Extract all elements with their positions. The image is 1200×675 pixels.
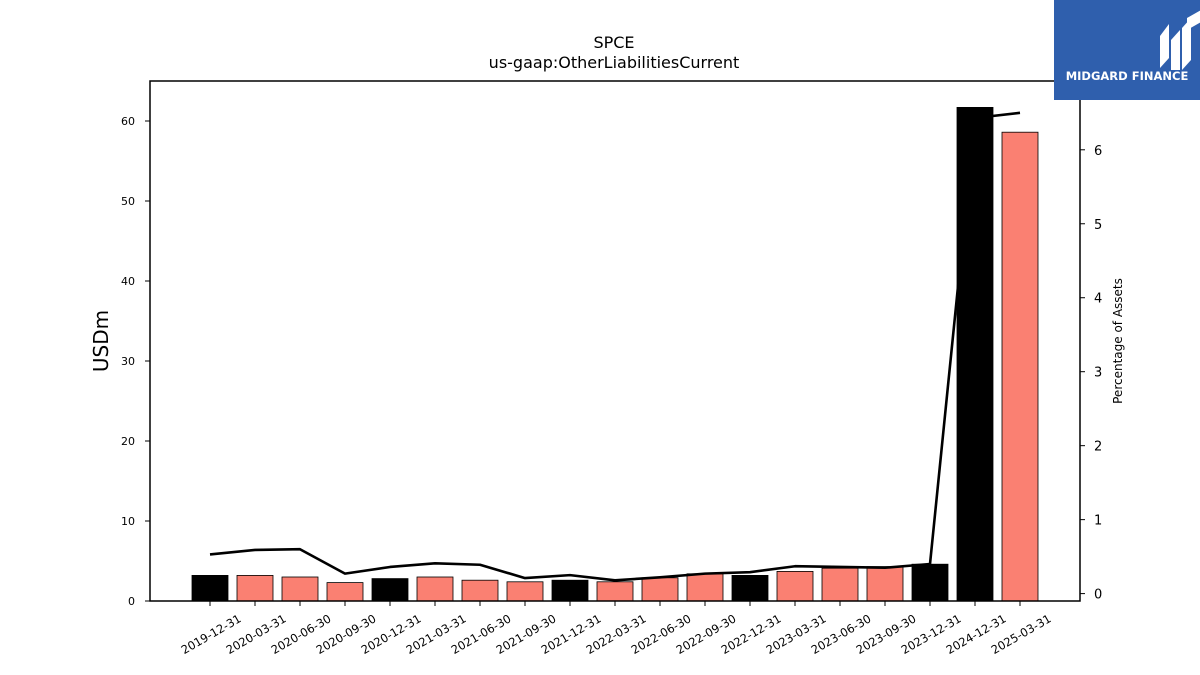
logo-text: MIDGARD FINANCE xyxy=(1065,69,1189,83)
bar xyxy=(866,566,904,602)
bar xyxy=(1001,131,1039,602)
y-tick-label: 60 xyxy=(121,115,135,128)
y2-tick-label: 0 xyxy=(1094,588,1102,603)
bar xyxy=(236,575,274,602)
bar xyxy=(596,581,634,602)
y-tick-label: 50 xyxy=(121,195,135,208)
bar xyxy=(551,579,589,602)
y-axis-label: USDm xyxy=(89,310,113,372)
y2-tick-label: 5 xyxy=(1094,218,1102,233)
bar xyxy=(416,576,454,602)
bar xyxy=(911,563,949,602)
bar xyxy=(326,582,364,602)
bar xyxy=(371,578,409,602)
bar xyxy=(686,573,724,602)
bar xyxy=(776,571,814,602)
plot-frame xyxy=(149,80,1081,602)
plot-area: 010203040506001234562019-12-312020-03-31… xyxy=(121,80,1102,657)
bar xyxy=(821,567,859,602)
y-tick-label: 40 xyxy=(121,275,135,288)
y2-tick-label: 3 xyxy=(1094,366,1102,381)
y2-tick-label: 6 xyxy=(1094,144,1102,159)
y2-axis-label: Percentage of Assets xyxy=(1111,278,1125,404)
y-tick-label: 30 xyxy=(121,355,135,368)
y-tick-label: 20 xyxy=(121,435,135,448)
percentage-line xyxy=(209,111,1021,582)
bar xyxy=(281,576,319,602)
bar xyxy=(506,581,544,602)
y2-tick-label: 1 xyxy=(1094,514,1102,529)
y2-tick-label: 2 xyxy=(1094,440,1102,455)
chart-title: SPCE xyxy=(593,33,634,52)
bar xyxy=(191,575,229,602)
bar xyxy=(641,577,679,602)
midgard-m-icon xyxy=(1160,10,1200,70)
chart-subtitle: us-gaap:OtherLiabilitiesCurrent xyxy=(489,53,740,72)
bar xyxy=(731,575,769,602)
y-tick-label: 10 xyxy=(121,515,135,528)
y-tick-label: 0 xyxy=(128,595,135,608)
bar xyxy=(461,579,499,602)
bar xyxy=(956,107,994,602)
y2-tick-label: 4 xyxy=(1094,292,1102,307)
midgard-finance-logo: MIDGARD FINANCE xyxy=(1054,0,1200,100)
